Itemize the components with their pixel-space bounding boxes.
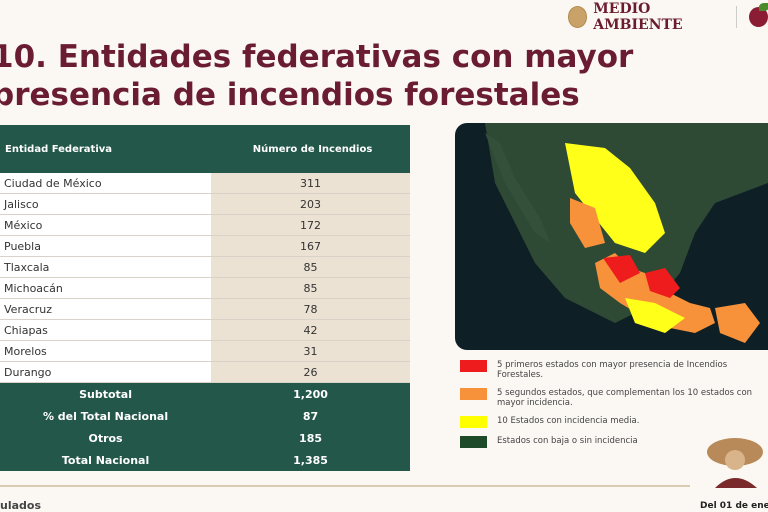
zapata-illustration: [707, 438, 763, 488]
brand-name: MEDIO AMBIENTE: [593, 1, 683, 33]
legend-label: 5 primeros estados con mayor presencia d…: [497, 360, 728, 380]
orange-chiapas: [715, 303, 760, 343]
legend-label: 10 Estados con incidencia media.: [497, 416, 640, 426]
entity-cell: Jalisco: [0, 193, 212, 215]
count-cell: 85: [211, 277, 410, 299]
table-row: Tlaxcala 85: [0, 256, 410, 278]
red-center: [645, 268, 680, 298]
mexico-map: [455, 123, 768, 350]
count-cell: 78: [211, 298, 410, 320]
table-row: Ciudad de México 311: [0, 173, 410, 194]
medio-ambiente-logo: MEDIO AMBIENTE: [568, 1, 768, 33]
footer-text: ulados: [0, 499, 42, 512]
count-cell: 85: [211, 256, 410, 278]
count-cell: 167: [211, 235, 410, 257]
summary-label: Otros: [0, 427, 212, 449]
summary-row: % del Total Nacional 87: [0, 405, 410, 427]
yellow-south: [625, 298, 685, 333]
summary-row: Otros 185: [0, 427, 410, 449]
incendios-table: Entidad Federativa Número de Incendios C…: [0, 125, 410, 471]
table-row: Durango 26: [0, 361, 410, 383]
divider: [0, 485, 690, 487]
entity-cell: Durango: [0, 361, 212, 383]
count-cell: 172: [211, 214, 410, 236]
table-row: Veracruz 78: [0, 298, 410, 320]
summary-label: Subtotal: [0, 382, 212, 405]
baja-california: [485, 133, 550, 243]
map-legend: 5 primeros estados con mayor presencia d…: [460, 360, 765, 456]
column-header: Número de Incendios: [211, 125, 410, 173]
legend-item: Estados con baja o sin incidencia: [460, 436, 765, 448]
column-header: Entidad Federativa: [0, 125, 212, 173]
count-cell: 42: [211, 319, 410, 341]
legend-swatch: [460, 360, 487, 372]
table-row: México 172: [0, 214, 410, 236]
summary-value: 185: [211, 427, 410, 449]
date-range: Del 01 de enero: [700, 501, 768, 511]
legend-swatch: [460, 416, 487, 428]
legend-swatch: [460, 436, 487, 448]
summary-row: Total Nacional 1,385: [0, 449, 410, 471]
summary-row: Subtotal 1,200: [0, 382, 410, 405]
legend-swatch: [460, 388, 487, 400]
table-row: Puebla 167: [0, 235, 410, 257]
legend-item: 5 segundos estados, que complementan los…: [460, 388, 765, 408]
summary-label: % del Total Nacional: [0, 405, 212, 427]
table-row: Morelos 31: [0, 340, 410, 362]
entity-cell: Ciudad de México: [0, 173, 212, 194]
table-row: Jalisco 203: [0, 193, 410, 215]
divider: [736, 6, 737, 28]
summary-label: Total Nacional: [0, 449, 212, 471]
leaf-logo-icon: [748, 3, 768, 27]
legend-label: 5 segundos estados, que complementan los…: [497, 388, 753, 408]
summary-value: 1,200: [211, 382, 410, 405]
entity-cell: Morelos: [0, 340, 212, 362]
legend-item: 5 primeros estados con mayor presencia d…: [460, 360, 765, 380]
legend-label: Estados con baja o sin incidencia: [497, 436, 638, 446]
page-title: 10. Entidades federativas con mayor pres…: [0, 39, 634, 113]
table-row: Chiapas 42: [0, 319, 410, 341]
count-cell: 203: [211, 193, 410, 215]
seal-icon: [568, 6, 588, 28]
table-row: Michoacán 85: [0, 277, 410, 299]
entity-cell: Puebla: [0, 235, 212, 257]
summary-value: 87: [211, 405, 410, 427]
count-cell: 26: [211, 361, 410, 383]
entity-cell: Tlaxcala: [0, 256, 212, 278]
summary-value: 1,385: [211, 449, 410, 471]
orange-durango: [570, 198, 605, 248]
entity-cell: Veracruz: [0, 298, 212, 320]
red-jalisco: [603, 255, 640, 283]
entity-cell: Chiapas: [0, 319, 212, 341]
legend-item: 10 Estados con incidencia media.: [460, 416, 765, 428]
count-cell: 31: [211, 340, 410, 362]
entity-cell: Michoacán: [0, 277, 212, 299]
count-cell: 311: [211, 173, 410, 194]
entity-cell: México: [0, 214, 212, 236]
yellow-states: [565, 143, 665, 253]
